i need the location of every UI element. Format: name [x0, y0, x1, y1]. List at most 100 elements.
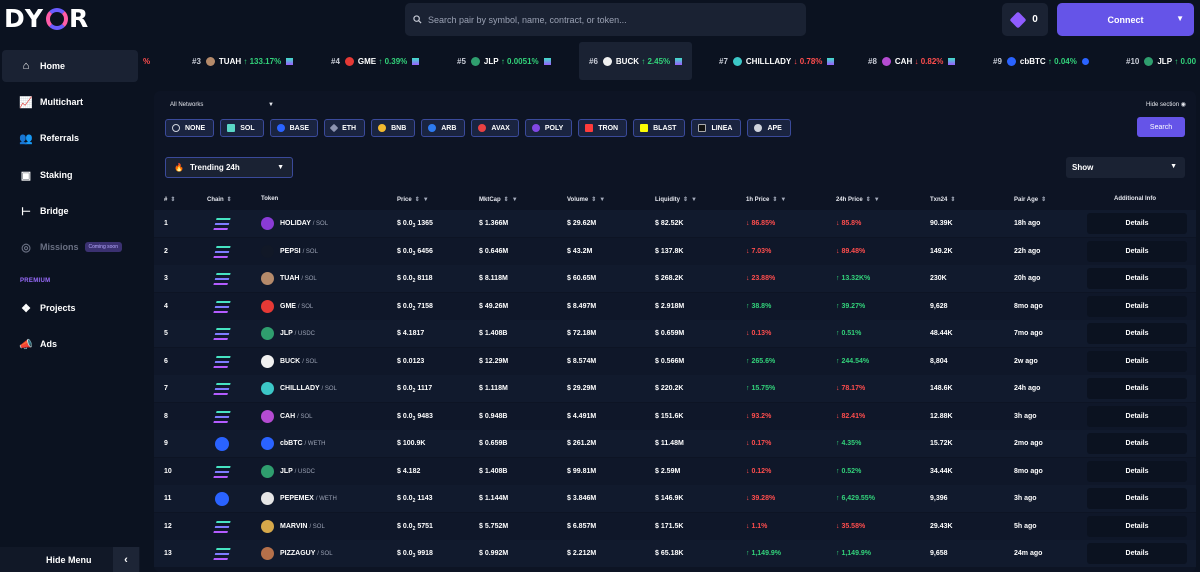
chip-tron[interactable]: TRON [578, 119, 628, 137]
token-cell[interactable]: PIZZAGUY / SOL [280, 550, 333, 557]
token-cell[interactable]: CAH / SOL [280, 413, 312, 420]
table-row[interactable]: 1 HOLIDAY / SOL $ 0.03 1365 $ 1.366M $ 2… [154, 210, 1196, 237]
table-row[interactable]: 12 MARVIN / SOL $ 0.02 5751 $ 5.752M $ 6… [154, 512, 1196, 540]
sidebar-item-ads[interactable]: 📣 Ads [2, 328, 138, 360]
col-txn24[interactable]: Txn24 ⇕ [930, 197, 956, 203]
table-row[interactable]: 6 BUCK / SOL $ 0.0123 $ 12.29M $ 8.574M … [154, 347, 1196, 375]
show-select[interactable]: Show ▼ [1066, 157, 1185, 178]
chip-blast[interactable]: BLAST [633, 119, 686, 137]
col-mktcap[interactable]: MktCap ⇕ ▼ [479, 197, 518, 203]
col-24h-price[interactable]: 24h Price ⇕ ▼ [836, 197, 880, 203]
table-row[interactable]: 13 PIZZAGUY / SOL $ 0.03 9918 $ 0.992M $… [154, 540, 1196, 567]
ticker-item[interactable]: #5 JLP ↑ 0.0051% [457, 42, 551, 80]
token-cell[interactable]: HOLIDAY / SOL [280, 220, 328, 227]
col-liquidity[interactable]: Liquidity ⇕ ▼ [655, 197, 697, 203]
price-cell: $ 100.9K [397, 440, 426, 447]
chip-ape[interactable]: APE [747, 119, 791, 137]
table-row[interactable]: 11 PEPEMEX / WETH $ 0.02 1143 $ 1.144M $… [154, 485, 1196, 512]
chip-poly[interactable]: POLY [524, 119, 573, 137]
details-button[interactable]: Details [1087, 323, 1187, 344]
chip-sol[interactable]: SOL [220, 119, 264, 137]
details-button[interactable]: Details [1087, 488, 1187, 509]
details-button[interactable]: Details [1087, 405, 1187, 427]
details-button[interactable]: Details [1087, 515, 1187, 537]
projects-icon: ❖ [21, 302, 31, 315]
table-row[interactable]: 9 cbBTC / WETH $ 100.9K $ 0.659B $ 261.2… [154, 430, 1196, 457]
token-cell[interactable]: PEPEMEX / WETH [280, 495, 337, 502]
logo[interactable]: DY R [4, 4, 91, 33]
sidebar-item-home[interactable]: ⌂ Home [2, 50, 138, 82]
token-cell[interactable]: PEPSI / SOL [280, 248, 318, 255]
token-cell[interactable]: CHILLLADY / SOL [280, 385, 337, 392]
table-row[interactable]: 5 JLP / USDC $ 4.1817 $ 1.408B $ 72.18M … [154, 320, 1196, 347]
ticker-item[interactable]: #3 TUAH ↑ 133.17% [192, 42, 294, 80]
wallet-button[interactable]: 0 [1002, 3, 1048, 36]
col-1h-price[interactable]: 1h Price ⇕ ▼ [746, 197, 787, 203]
sidebar-item-staking[interactable]: ▣ Staking [2, 159, 138, 191]
ticker-item[interactable]: #7 CHILLLADY ↓ 0.78% [719, 42, 835, 80]
chip-bnb[interactable]: BNB [371, 119, 416, 137]
chip-avax[interactable]: AVAX [471, 119, 519, 137]
token-cell[interactable]: JLP / USDC [280, 330, 315, 337]
table-row[interactable]: 3 TUAH / SOL $ 0.02 8118 $ 8.118M $ 60.6… [154, 265, 1196, 292]
chevron-left-icon[interactable]: ‹ [113, 547, 139, 572]
token-quote: / WETH [315, 496, 337, 502]
sidebar-item-referrals[interactable]: 👥 Referrals [2, 122, 138, 154]
pair-age-cell: 3h ago [1014, 412, 1037, 420]
chip-linea[interactable]: LINEA [691, 119, 742, 137]
details-button[interactable]: Details [1087, 543, 1187, 564]
table-row[interactable]: 8 CAH / SOL $ 0.03 9483 $ 0.948B $ 4.491… [154, 402, 1196, 430]
price-24h-cell: ↑ 13.32K% [836, 275, 871, 282]
col-pair-age[interactable]: Pair Age ⇕ [1014, 197, 1047, 203]
ticker-item[interactable]: #6 BUCK ↑ 2.45% [579, 42, 693, 80]
token-cell[interactable]: TUAH / SOL [280, 275, 317, 282]
hide-menu-button[interactable]: Hide Menu ‹ [0, 547, 140, 572]
search-icon [413, 15, 422, 24]
col-chain[interactable]: Chain ⇕ [207, 197, 232, 203]
ticker-item[interactable]: #9 cbBTC ↑ 0.04% [993, 42, 1089, 80]
details-button[interactable]: Details [1087, 350, 1187, 372]
chip-arb[interactable]: ARB [421, 119, 466, 137]
search-box[interactable] [405, 3, 806, 36]
details-button[interactable]: Details [1087, 295, 1187, 317]
col-rank[interactable]: # ⇕ [164, 197, 176, 203]
sidebar-item-projects[interactable]: ❖ Projects [2, 292, 138, 324]
search-input[interactable] [428, 14, 788, 25]
chip-base[interactable]: BASE [269, 119, 319, 137]
token-cell[interactable]: GME / SOL [280, 303, 313, 310]
token-icon [261, 327, 274, 340]
token-cell[interactable]: MARVIN / SOL [280, 523, 325, 530]
token-cell[interactable]: cbBTC / WETH [280, 440, 326, 447]
details-button[interactable]: Details [1087, 240, 1187, 262]
token-cell[interactable]: JLP / USDC [280, 468, 315, 475]
table-row[interactable]: 10 JLP / USDC $ 4.182 $ 1.408B $ 99.81M … [154, 457, 1196, 485]
trending-select[interactable]: 🔥 Trending 24h ▼ [165, 157, 293, 178]
table-row[interactable]: 7 CHILLLADY / SOL $ 0.02 1117 $ 1.118M $… [154, 375, 1196, 402]
chip-none[interactable]: NONE [165, 119, 215, 137]
details-button[interactable]: Details [1087, 268, 1187, 289]
table-row[interactable]: 2 PEPSI / SOL $ 0.03 6456 $ 0.646M $ 43.… [154, 237, 1196, 265]
networks-select[interactable]: All Networks ▼ [170, 102, 274, 108]
chip-label: ETH [342, 124, 357, 132]
sidebar-item-bridge[interactable]: ⊢ Bridge [2, 195, 138, 227]
sol-chain-icon [213, 354, 231, 369]
details-button[interactable]: Details [1087, 433, 1187, 454]
col-volume[interactable]: Volume ⇕ ▼ [567, 197, 606, 203]
sidebar-item-multichart[interactable]: 📈 Multichart [2, 86, 138, 118]
token-icon [261, 519, 274, 533]
chip-eth[interactable]: ETH [324, 119, 366, 137]
hide-section-toggle[interactable]: Hide section ◉ [1146, 101, 1186, 108]
details-button[interactable]: Details [1087, 378, 1187, 399]
details-button[interactable]: Details [1087, 460, 1187, 482]
pair-age-cell: 7mo ago [1014, 330, 1043, 337]
ticker-item[interactable]: #8 CAH ↓ 0.82% [868, 42, 956, 80]
connect-button[interactable]: Connect ▼ [1057, 3, 1194, 36]
search-button[interactable]: Search [1137, 117, 1185, 137]
ticker-item[interactable]: #10 JLP ↑ 0.00 [1126, 42, 1196, 80]
chip-label: APE [767, 124, 782, 132]
table-row[interactable]: 4 GME / SOL $ 0.02 7158 $ 49.26M $ 8.497… [154, 292, 1196, 320]
col-price[interactable]: Price ⇕ ▼ [397, 197, 429, 203]
details-button[interactable]: Details [1087, 213, 1187, 234]
token-cell[interactable]: BUCK / SOL [280, 358, 318, 365]
ticker-item[interactable]: #4 GME ↑ 0.39% [331, 42, 420, 80]
